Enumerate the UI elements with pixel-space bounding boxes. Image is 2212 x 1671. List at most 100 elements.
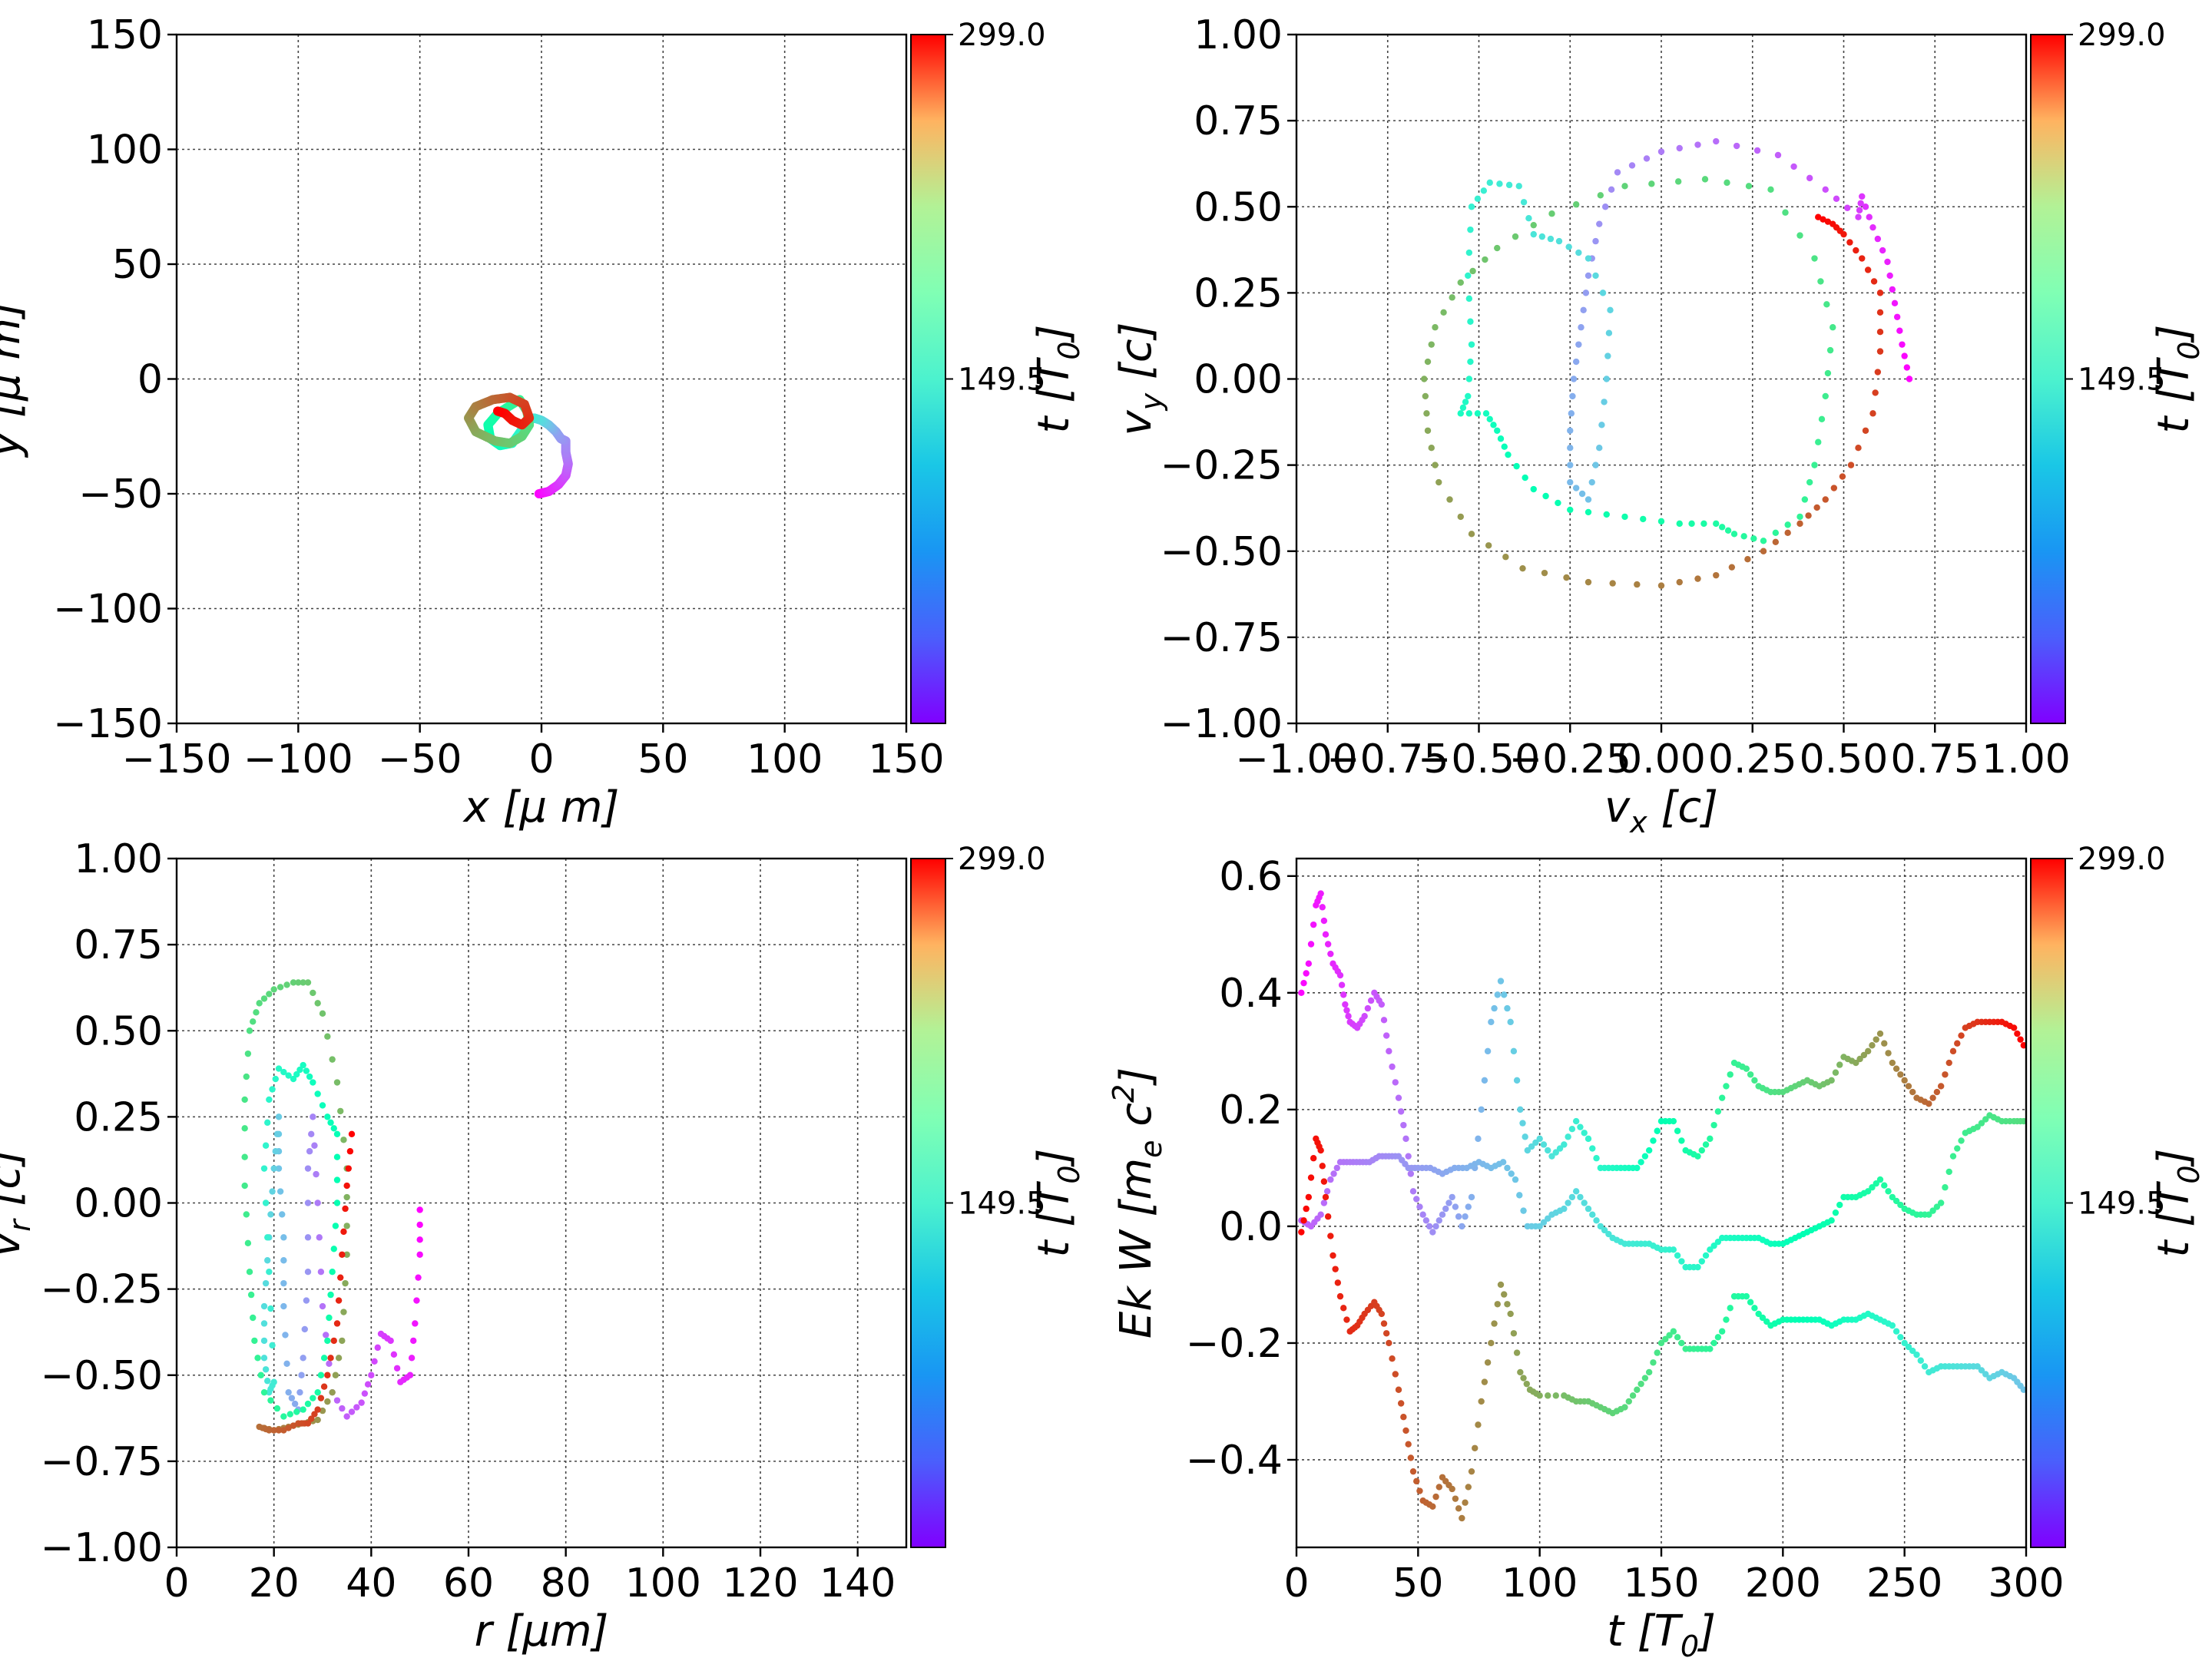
x-tick-label: 0 xyxy=(1283,1560,1309,1606)
data-point xyxy=(319,1302,326,1310)
data-point xyxy=(2010,1024,2018,1031)
data-point xyxy=(1885,1188,1892,1195)
data-point xyxy=(1886,272,1893,280)
x-tick-label: 200 xyxy=(1745,1560,1821,1606)
data-point xyxy=(1774,151,1782,159)
data-point xyxy=(253,1009,260,1016)
data-point xyxy=(260,1302,268,1310)
data-point xyxy=(290,1075,297,1083)
data-point xyxy=(1570,376,1578,382)
data-point xyxy=(1702,1252,1710,1259)
data-point xyxy=(1678,1137,1685,1144)
data-point xyxy=(304,1420,312,1427)
data-point xyxy=(1896,327,1903,334)
data-point xyxy=(1753,147,1761,154)
data-point xyxy=(1873,1180,1879,1187)
data-point xyxy=(1504,1004,1511,1012)
data-point xyxy=(293,1070,300,1078)
data-point xyxy=(1860,1051,1868,1059)
data-point xyxy=(1572,358,1580,366)
data-point xyxy=(1422,1217,1430,1224)
data-point xyxy=(1592,272,1599,280)
data-point xyxy=(1822,186,1829,194)
data-point xyxy=(1933,1203,1941,1210)
data-point xyxy=(1728,564,1736,571)
data-point xyxy=(1670,1328,1677,1335)
data-point xyxy=(1813,504,1820,511)
y-tick-label: 100 xyxy=(87,127,163,174)
data-point xyxy=(324,1372,331,1378)
data-point xyxy=(1435,478,1442,486)
data-point xyxy=(340,1228,347,1236)
data-point xyxy=(333,1153,341,1160)
data-point xyxy=(1906,376,1913,382)
data-point xyxy=(317,1372,325,1378)
data-point xyxy=(264,1234,271,1241)
data-point xyxy=(256,1000,263,1007)
data-point xyxy=(1892,1065,1900,1072)
data-point xyxy=(1926,1100,1932,1107)
data-point xyxy=(280,1068,287,1076)
data-point xyxy=(308,1130,315,1138)
data-point xyxy=(1855,213,1862,220)
data-point xyxy=(1568,1126,1576,1133)
data-point xyxy=(1822,392,1829,400)
data-point xyxy=(1540,1141,1548,1148)
y-tick-label: −0.75 xyxy=(41,1439,163,1485)
data-point xyxy=(1507,1310,1514,1318)
data-point xyxy=(1481,1077,1488,1084)
data-point xyxy=(1405,1153,1412,1160)
data-point xyxy=(282,1332,289,1338)
data-point xyxy=(416,1236,423,1243)
data-point xyxy=(1567,478,1574,486)
data-point xyxy=(1512,1176,1519,1183)
data-point xyxy=(1380,1320,1388,1327)
data-point xyxy=(1484,1047,1492,1055)
data-point xyxy=(1481,1378,1488,1385)
data-point xyxy=(1815,438,1822,445)
data-point xyxy=(1485,542,1492,549)
data-point xyxy=(1743,1065,1750,1072)
data-point xyxy=(326,1360,333,1368)
data-point xyxy=(310,1395,316,1401)
data-point xyxy=(333,1397,341,1404)
data-point xyxy=(324,1113,331,1120)
data-point xyxy=(348,1408,356,1415)
data-point xyxy=(1536,1392,1543,1399)
data-point xyxy=(1423,410,1430,417)
data-point xyxy=(1508,1170,1515,1177)
data-point xyxy=(1426,1223,1433,1230)
data-point xyxy=(1522,1133,1528,1140)
data-point xyxy=(1698,1147,1705,1154)
data-point xyxy=(1592,462,1599,468)
data-point xyxy=(1645,1368,1653,1376)
y-tick-label: −150 xyxy=(53,701,163,747)
data-point xyxy=(1982,1116,1989,1123)
data-point xyxy=(1496,180,1503,187)
data-point xyxy=(1578,490,1586,498)
data-point xyxy=(1397,1108,1405,1115)
data-point xyxy=(343,1223,350,1229)
data-point xyxy=(1707,1345,1714,1352)
data-point xyxy=(1494,991,1501,998)
data-point xyxy=(298,1372,305,1378)
data-point xyxy=(1520,1375,1527,1381)
data-point xyxy=(1320,1178,1328,1185)
colorbar-label: t [T0​] xyxy=(1029,1149,1086,1258)
y-tick-label: −0.50 xyxy=(41,1353,163,1399)
data-point xyxy=(1648,180,1655,187)
data-point xyxy=(1607,306,1614,313)
data-point xyxy=(1713,571,1720,579)
data-point xyxy=(273,1405,281,1412)
data-point xyxy=(1755,1310,1762,1318)
data-point xyxy=(408,1355,416,1362)
data-point xyxy=(1670,1117,1677,1125)
data-point xyxy=(1678,1339,1685,1347)
colorbar-label: t [T0​] xyxy=(2149,325,2206,434)
data-point xyxy=(266,1269,273,1276)
data-point xyxy=(1380,1017,1388,1024)
data-point xyxy=(1577,1123,1584,1130)
data-point xyxy=(280,1413,287,1420)
data-point xyxy=(1532,1139,1539,1147)
colorbar-tick-label: 299.0 xyxy=(2078,842,2166,877)
